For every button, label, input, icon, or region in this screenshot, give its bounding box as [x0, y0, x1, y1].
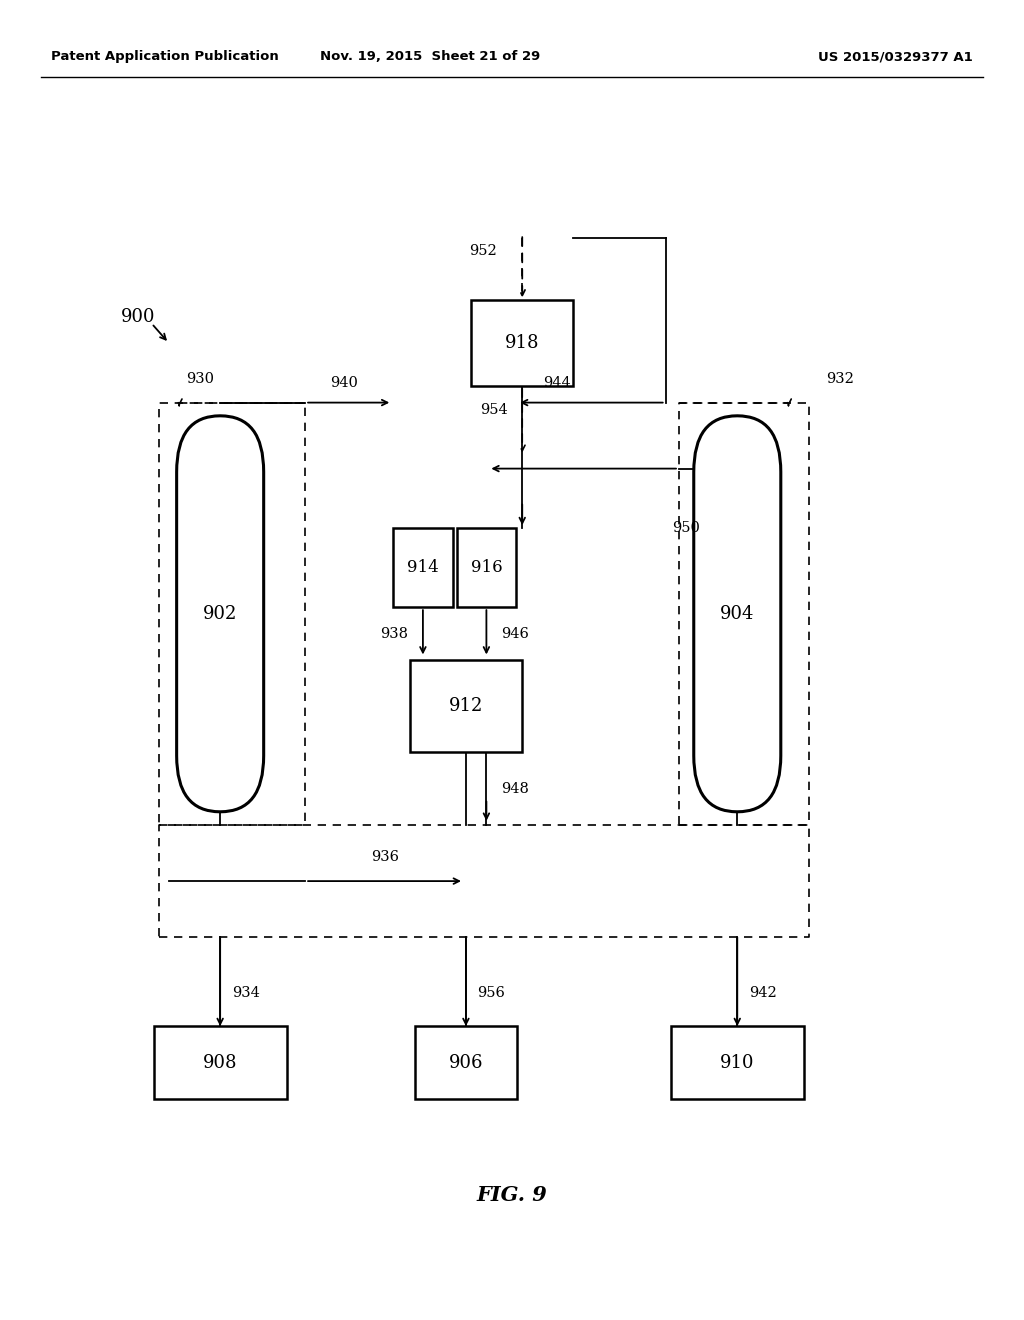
Text: FIG. 9: FIG. 9	[476, 1184, 548, 1205]
Text: 948: 948	[501, 781, 529, 796]
Text: 908: 908	[203, 1053, 238, 1072]
Text: 900: 900	[121, 308, 156, 326]
Bar	[393, 528, 453, 607]
Text: 940: 940	[330, 376, 358, 389]
Text: 902: 902	[203, 605, 238, 623]
Text: Nov. 19, 2015  Sheet 21 of 29: Nov. 19, 2015 Sheet 21 of 29	[319, 50, 541, 63]
Text: 918: 918	[505, 334, 540, 352]
Text: 912: 912	[449, 697, 483, 715]
Text: 914: 914	[407, 560, 439, 576]
FancyBboxPatch shape	[176, 416, 264, 812]
Text: 942: 942	[749, 986, 777, 1001]
Text: 954: 954	[479, 403, 508, 417]
Text: 950: 950	[672, 521, 700, 535]
Text: 946: 946	[501, 627, 529, 640]
Text: 916: 916	[471, 560, 502, 576]
Text: 936: 936	[372, 850, 399, 865]
Text: 944: 944	[543, 376, 571, 389]
Text: 952: 952	[469, 244, 497, 257]
Text: 904: 904	[720, 605, 755, 623]
Text: 930: 930	[185, 372, 214, 385]
Text: 938: 938	[380, 627, 409, 640]
Text: 906: 906	[449, 1053, 483, 1072]
Text: 910: 910	[720, 1053, 755, 1072]
Text: Patent Application Publication: Patent Application Publication	[51, 50, 279, 63]
Bar	[457, 528, 516, 607]
Text: 932: 932	[825, 372, 854, 385]
Bar	[471, 301, 573, 385]
Bar	[154, 1027, 287, 1098]
Text: 956: 956	[477, 986, 506, 1001]
Bar	[415, 1027, 517, 1098]
Bar	[671, 1027, 804, 1098]
Text: 934: 934	[231, 986, 260, 1001]
FancyBboxPatch shape	[694, 416, 780, 812]
Text: US 2015/0329377 A1: US 2015/0329377 A1	[818, 50, 973, 63]
Bar	[410, 660, 522, 752]
